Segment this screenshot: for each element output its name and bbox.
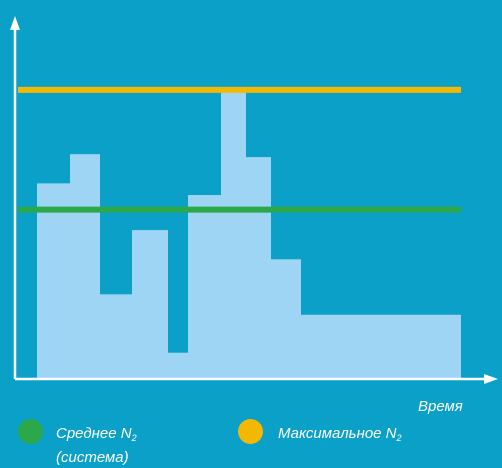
legend-label-average-line2: (система)	[56, 449, 129, 466]
legend-sub-average: 2	[131, 433, 137, 443]
legend-dot-maximum	[238, 419, 263, 444]
bar-3	[100, 294, 132, 379]
bar-6	[188, 195, 221, 379]
bar-2	[70, 154, 100, 379]
legend-label-maximum: Максимальное N	[278, 425, 397, 442]
legend-sub-maximum: 2	[396, 433, 402, 443]
reference-lines-group	[18, 86, 461, 213]
axes-group	[10, 16, 498, 384]
bar-5	[168, 352, 188, 379]
bar-9	[271, 259, 301, 379]
bar-1	[37, 183, 70, 379]
bar-7	[221, 87, 246, 379]
bar-4	[132, 230, 168, 379]
bar-8	[246, 157, 271, 379]
legend-text-maximum: Максимальное N2	[278, 424, 402, 448]
legend-label-average: Среднее N	[56, 425, 132, 442]
bar-10	[301, 314, 461, 379]
x-axis-label: Время	[418, 398, 463, 415]
x-axis-arrow	[484, 374, 498, 384]
bars-group	[37, 87, 461, 379]
legend-dot-average	[18, 419, 43, 444]
legend-text-average: Среднее N2 (система)	[56, 424, 137, 468]
y-axis-arrow	[10, 16, 20, 30]
